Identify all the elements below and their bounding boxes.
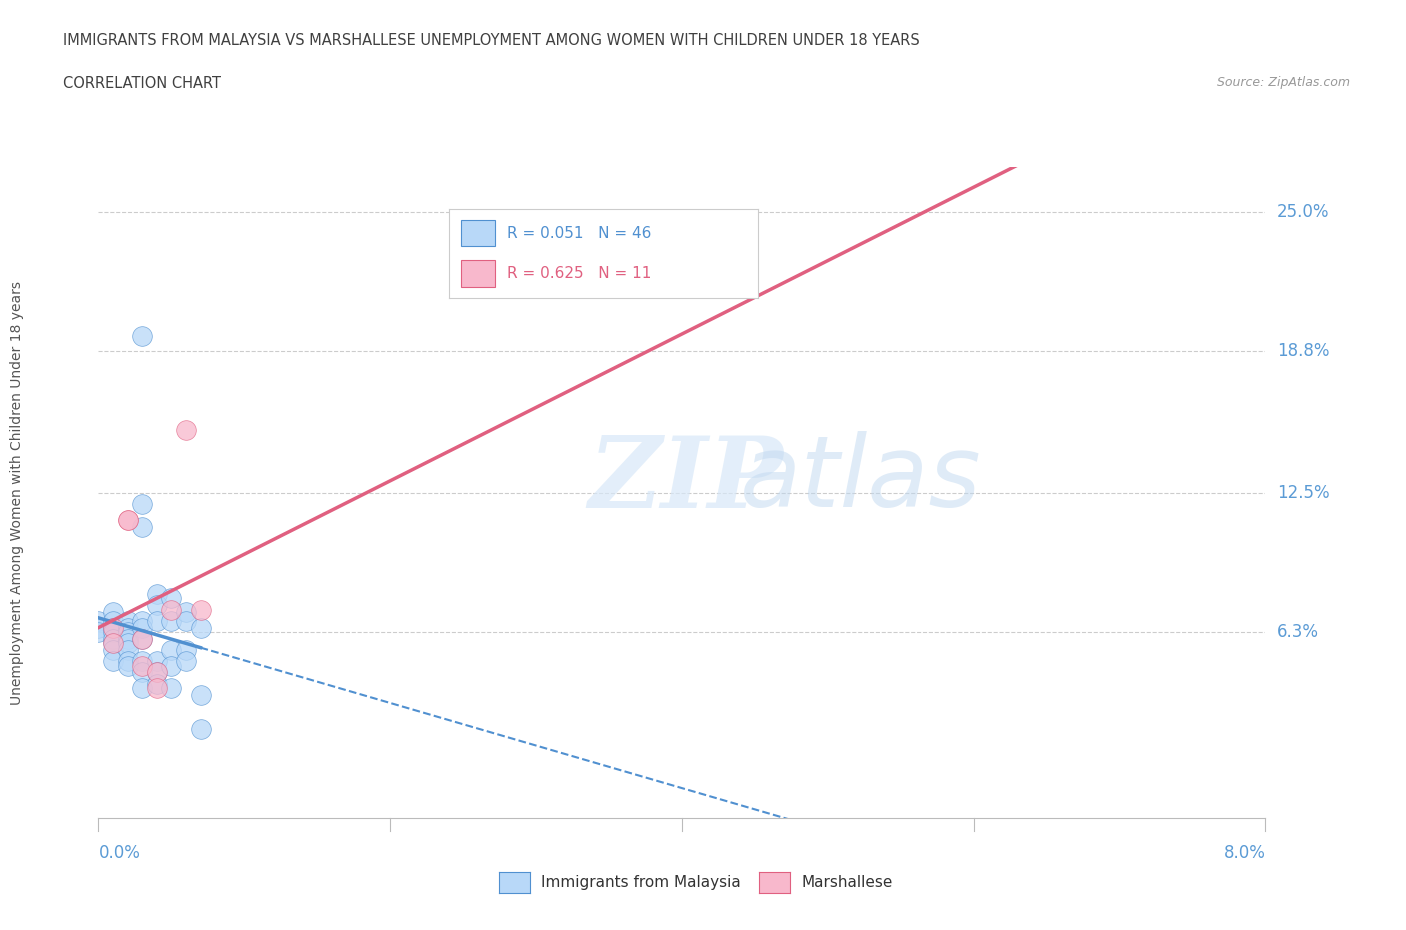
Point bbox=[174, 643, 197, 658]
Point bbox=[146, 614, 169, 629]
Bar bbox=[461, 219, 495, 246]
Text: Marshallese: Marshallese bbox=[801, 875, 893, 890]
Point bbox=[117, 614, 139, 629]
Point bbox=[101, 643, 124, 658]
Point bbox=[160, 603, 183, 618]
Point bbox=[131, 497, 153, 512]
Text: Source: ZipAtlas.com: Source: ZipAtlas.com bbox=[1216, 76, 1350, 89]
Point bbox=[101, 636, 124, 651]
Point bbox=[131, 665, 153, 680]
Point bbox=[174, 654, 197, 669]
Text: 8.0%: 8.0% bbox=[1223, 844, 1265, 862]
Point bbox=[131, 328, 153, 343]
Point bbox=[131, 658, 153, 673]
Point bbox=[131, 654, 153, 669]
Point bbox=[160, 614, 183, 629]
Text: Immigrants from Malaysia: Immigrants from Malaysia bbox=[541, 875, 741, 890]
Text: 18.8%: 18.8% bbox=[1277, 342, 1329, 361]
Point bbox=[160, 658, 183, 673]
Text: Unemployment Among Women with Children Under 18 years: Unemployment Among Women with Children U… bbox=[10, 281, 24, 705]
Point bbox=[87, 625, 110, 640]
Point bbox=[131, 620, 153, 635]
Point bbox=[131, 614, 153, 629]
Point bbox=[160, 643, 183, 658]
Text: 0.0%: 0.0% bbox=[98, 844, 141, 862]
Point bbox=[117, 643, 139, 658]
Point bbox=[131, 631, 153, 646]
Point bbox=[87, 620, 110, 635]
Point bbox=[174, 422, 197, 437]
Point bbox=[101, 620, 124, 635]
Text: IMMIGRANTS FROM MALAYSIA VS MARSHALLESE UNEMPLOYMENT AMONG WOMEN WITH CHILDREN U: IMMIGRANTS FROM MALAYSIA VS MARSHALLESE … bbox=[63, 33, 920, 47]
Point bbox=[146, 665, 169, 680]
Point bbox=[117, 512, 139, 527]
Point bbox=[146, 598, 169, 613]
Point bbox=[131, 681, 153, 696]
Point bbox=[87, 614, 110, 629]
Point bbox=[146, 665, 169, 680]
Text: R = 0.625   N = 11: R = 0.625 N = 11 bbox=[508, 266, 651, 281]
Point bbox=[117, 512, 139, 527]
Point bbox=[101, 614, 124, 629]
Point bbox=[101, 631, 124, 646]
Point bbox=[117, 625, 139, 640]
Point bbox=[101, 604, 124, 619]
Point bbox=[101, 636, 124, 651]
Point bbox=[146, 681, 169, 696]
Point bbox=[117, 658, 139, 673]
Text: CORRELATION CHART: CORRELATION CHART bbox=[63, 76, 221, 91]
Point bbox=[190, 603, 212, 618]
Point bbox=[160, 591, 183, 605]
Point bbox=[101, 620, 124, 635]
Text: R = 0.051   N = 46: R = 0.051 N = 46 bbox=[508, 226, 651, 241]
Point bbox=[101, 654, 124, 669]
Point bbox=[131, 519, 153, 534]
Point bbox=[190, 620, 212, 635]
Point bbox=[190, 687, 212, 702]
Point bbox=[117, 631, 139, 646]
Text: ZIP: ZIP bbox=[589, 432, 783, 528]
Bar bbox=[461, 260, 495, 287]
Point bbox=[146, 587, 169, 602]
Point bbox=[190, 721, 212, 736]
Point bbox=[160, 681, 183, 696]
Point bbox=[117, 654, 139, 669]
Text: 6.3%: 6.3% bbox=[1277, 623, 1319, 641]
Point bbox=[174, 614, 197, 629]
Point bbox=[101, 625, 124, 640]
Text: 25.0%: 25.0% bbox=[1277, 204, 1329, 221]
Point bbox=[146, 676, 169, 691]
Text: 12.5%: 12.5% bbox=[1277, 484, 1329, 502]
Point bbox=[131, 631, 153, 646]
Point bbox=[117, 620, 139, 635]
Point bbox=[174, 604, 197, 619]
Text: atlas: atlas bbox=[741, 432, 981, 528]
Point bbox=[117, 636, 139, 651]
Point bbox=[146, 654, 169, 669]
